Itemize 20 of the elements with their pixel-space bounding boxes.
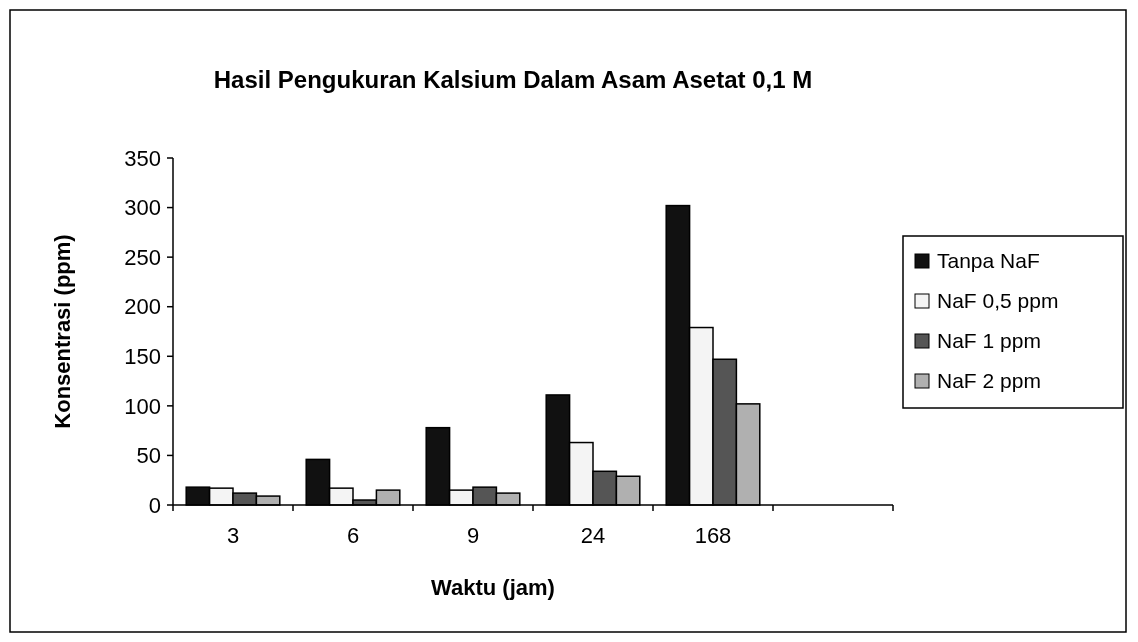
x-tick-label: 3 xyxy=(226,523,240,548)
x-tick-label: 168 xyxy=(694,523,732,548)
x-axis-title: Waktu (jam) xyxy=(431,575,555,600)
x-tick-label: 6 xyxy=(346,523,360,548)
y-tick-label: 100 xyxy=(124,393,161,419)
y-axis-title: Konsentrasi (ppm) xyxy=(50,234,75,429)
x-tick-label: 24 xyxy=(580,523,606,548)
y-tick-label: 200 xyxy=(124,294,161,320)
y-tick-label: 250 xyxy=(124,244,161,270)
x-tick-label: 9 xyxy=(466,523,480,548)
legend-label: Tanpa NaF xyxy=(937,249,1040,273)
y-tick-label: 150 xyxy=(124,343,161,369)
legend-label: NaF 0,5 ppm xyxy=(937,289,1059,313)
y-tick-label: 300 xyxy=(124,195,161,221)
legend-label: NaF 2 ppm xyxy=(937,369,1041,393)
chart-title: Hasil Pengukuran Kalsium Dalam Asam Asetat 0,1 M xyxy=(213,66,813,93)
y-tick-label: 350 xyxy=(124,145,161,171)
y-tick-label: 0 xyxy=(148,492,161,518)
legend-label: NaF 1 ppm xyxy=(937,329,1041,353)
y-tick-label: 50 xyxy=(136,443,161,469)
